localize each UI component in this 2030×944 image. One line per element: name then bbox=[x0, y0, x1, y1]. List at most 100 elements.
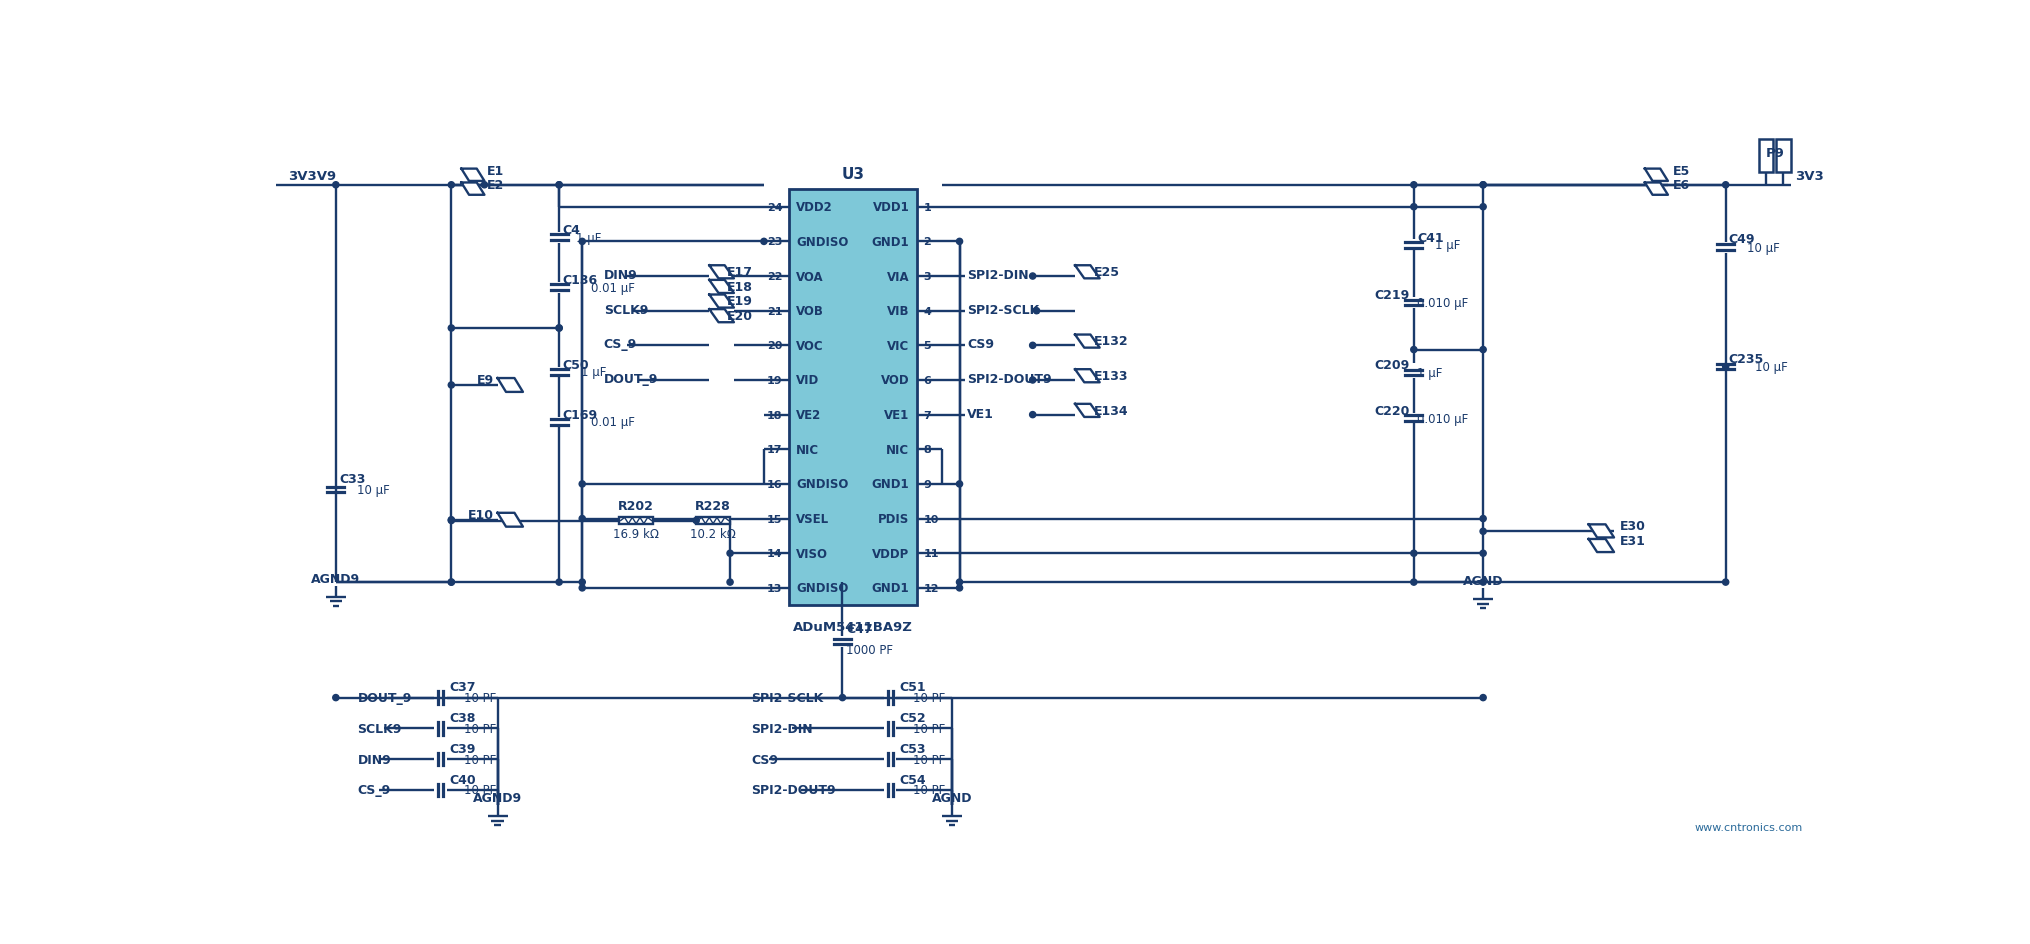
Text: C41: C41 bbox=[1417, 231, 1443, 244]
Circle shape bbox=[1480, 516, 1486, 522]
Text: SCLK9: SCLK9 bbox=[357, 722, 402, 735]
Text: C49: C49 bbox=[1730, 233, 1756, 246]
Text: 15: 15 bbox=[767, 514, 782, 524]
Text: E132: E132 bbox=[1094, 335, 1129, 347]
Text: NIC: NIC bbox=[887, 444, 909, 456]
Text: SPI2-DOUT9: SPI2-DOUT9 bbox=[966, 373, 1052, 385]
Circle shape bbox=[956, 239, 962, 245]
Text: C136: C136 bbox=[562, 274, 597, 287]
Text: 16: 16 bbox=[767, 480, 782, 489]
Text: 7: 7 bbox=[924, 411, 932, 420]
Text: 3V3V9: 3V3V9 bbox=[288, 170, 337, 183]
Text: E133: E133 bbox=[1094, 369, 1129, 382]
Text: E10: E10 bbox=[467, 508, 493, 521]
Text: GND1: GND1 bbox=[871, 478, 909, 491]
Text: E31: E31 bbox=[1620, 534, 1644, 548]
Text: 0.010 μF: 0.010 μF bbox=[1417, 413, 1468, 425]
Text: E9: E9 bbox=[477, 374, 493, 387]
Text: VIB: VIB bbox=[887, 305, 909, 318]
Text: NIC: NIC bbox=[796, 444, 820, 456]
Text: 10 μF: 10 μF bbox=[1748, 242, 1780, 254]
Text: 10 PF: 10 PF bbox=[914, 753, 946, 766]
Polygon shape bbox=[708, 266, 735, 279]
Bar bbox=[1758, 141, 1774, 173]
Polygon shape bbox=[461, 183, 485, 195]
Circle shape bbox=[1723, 580, 1730, 585]
Polygon shape bbox=[497, 379, 524, 393]
Polygon shape bbox=[1076, 335, 1100, 348]
Text: C53: C53 bbox=[899, 742, 926, 755]
Text: 0.010 μF: 0.010 μF bbox=[1417, 296, 1468, 310]
Text: E134: E134 bbox=[1094, 404, 1129, 417]
Polygon shape bbox=[1644, 169, 1669, 182]
Text: 1 μF: 1 μF bbox=[1417, 367, 1441, 379]
Text: R202: R202 bbox=[619, 499, 654, 512]
Text: 5: 5 bbox=[924, 341, 932, 351]
Text: C39: C39 bbox=[451, 742, 477, 755]
Text: C235: C235 bbox=[1730, 352, 1764, 365]
Text: E25: E25 bbox=[1094, 265, 1119, 278]
Text: DIN9: DIN9 bbox=[603, 269, 637, 281]
Text: CS_9: CS_9 bbox=[357, 784, 390, 797]
Text: C220: C220 bbox=[1374, 404, 1411, 417]
Text: 12: 12 bbox=[924, 583, 938, 593]
Text: VID: VID bbox=[796, 374, 820, 387]
Text: VE2: VE2 bbox=[796, 409, 822, 422]
Text: 18: 18 bbox=[767, 411, 782, 420]
Text: VOB: VOB bbox=[796, 305, 824, 318]
Text: C50: C50 bbox=[562, 359, 589, 371]
Circle shape bbox=[333, 182, 339, 189]
Text: VDD2: VDD2 bbox=[796, 201, 832, 214]
Text: 10 PF: 10 PF bbox=[463, 691, 495, 704]
Text: 9: 9 bbox=[924, 480, 932, 489]
Text: AGND: AGND bbox=[932, 791, 972, 804]
Circle shape bbox=[579, 239, 585, 245]
Text: 8: 8 bbox=[924, 445, 932, 455]
Text: DOUT_9: DOUT_9 bbox=[603, 373, 658, 385]
Text: 6: 6 bbox=[924, 376, 932, 385]
Circle shape bbox=[556, 326, 562, 331]
Text: DOUT_9: DOUT_9 bbox=[357, 691, 412, 704]
Text: VIA: VIA bbox=[887, 270, 909, 283]
Circle shape bbox=[1029, 413, 1035, 418]
Text: 10 μF: 10 μF bbox=[357, 483, 390, 497]
Circle shape bbox=[1411, 205, 1417, 211]
Circle shape bbox=[1480, 580, 1486, 585]
Text: C37: C37 bbox=[451, 681, 477, 694]
Polygon shape bbox=[497, 514, 524, 527]
Circle shape bbox=[1480, 182, 1486, 189]
Circle shape bbox=[956, 585, 962, 591]
Text: E6: E6 bbox=[1673, 178, 1689, 192]
Bar bbox=[619, 517, 654, 525]
Text: VDDP: VDDP bbox=[873, 548, 909, 560]
Text: SPI2-DIN: SPI2-DIN bbox=[751, 722, 814, 735]
Text: PDIS: PDIS bbox=[879, 513, 909, 526]
Circle shape bbox=[449, 326, 455, 331]
Polygon shape bbox=[1076, 370, 1100, 383]
Circle shape bbox=[956, 481, 962, 487]
Text: 10 PF: 10 PF bbox=[914, 722, 946, 735]
Circle shape bbox=[1411, 550, 1417, 557]
Circle shape bbox=[556, 580, 562, 585]
Text: GND1: GND1 bbox=[871, 582, 909, 595]
Text: 23: 23 bbox=[767, 237, 782, 247]
Text: AGND9: AGND9 bbox=[473, 791, 522, 804]
Text: 24: 24 bbox=[767, 203, 782, 212]
Text: 10.2 kΩ: 10.2 kΩ bbox=[690, 528, 737, 541]
Circle shape bbox=[1033, 309, 1039, 314]
Text: 16.9 kΩ: 16.9 kΩ bbox=[613, 528, 660, 541]
Text: 21: 21 bbox=[767, 307, 782, 316]
Text: SPI2-SCLK: SPI2-SCLK bbox=[751, 691, 824, 704]
Polygon shape bbox=[1589, 525, 1614, 538]
Text: VOD: VOD bbox=[881, 374, 909, 387]
Circle shape bbox=[556, 182, 562, 189]
Circle shape bbox=[449, 580, 455, 585]
Circle shape bbox=[449, 382, 455, 389]
Text: E30: E30 bbox=[1620, 520, 1644, 532]
Text: SPI2-DIN: SPI2-DIN bbox=[966, 269, 1029, 281]
Bar bbox=[696, 517, 731, 525]
Text: C169: C169 bbox=[562, 409, 597, 421]
Circle shape bbox=[579, 580, 585, 585]
Text: C33: C33 bbox=[339, 473, 365, 486]
Circle shape bbox=[449, 518, 455, 524]
